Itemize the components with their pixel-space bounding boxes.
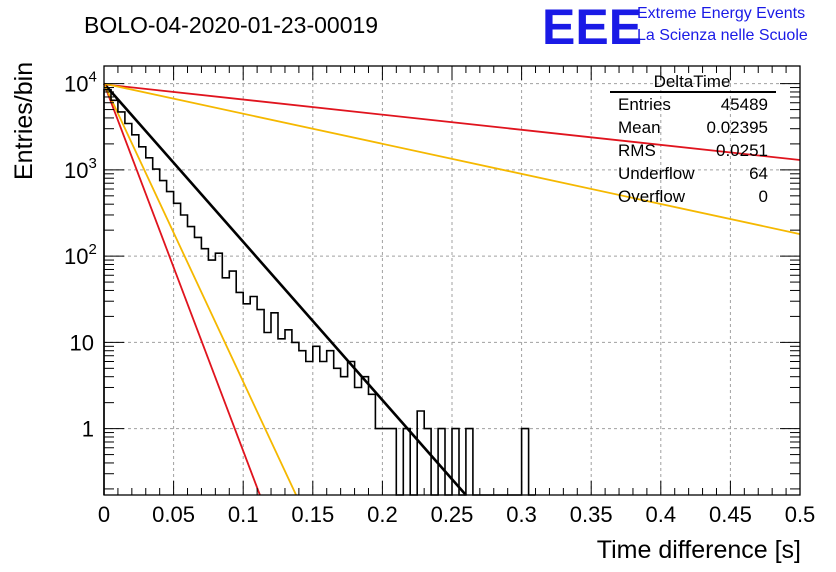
x-tick-labels: 0 0.05 0.1 0.15 0.2 0.25 0.3 0.35 0.4 0.45 0.5 xyxy=(98,502,815,527)
fit-curve-0 xyxy=(103,82,467,496)
x-tick-label: 0.1 xyxy=(228,502,259,527)
stats-value-mean: 0.02395 xyxy=(707,118,768,137)
x-tick-label: 0.4 xyxy=(646,502,677,527)
axis-ticks xyxy=(103,66,801,495)
y-axis-title: Entries/bin xyxy=(10,62,38,180)
orange-curve-4 xyxy=(103,82,801,235)
x-tick-label: 0.05 xyxy=(152,502,195,527)
y-tick-label: 102 xyxy=(64,241,97,269)
orange-curve-2 xyxy=(103,83,297,496)
stats-box: DeltaTime Entries 45489 Mean 0.02395 RMS… xyxy=(610,72,776,206)
plot-curves xyxy=(103,82,801,496)
chart-title: BOLO-04-2020-01-23-00019 xyxy=(84,12,378,38)
stats-label-rms: RMS xyxy=(618,141,656,160)
stats-label-underflow: Underflow xyxy=(618,164,695,183)
stats-label-overflow: Overflow xyxy=(618,187,686,206)
histogram xyxy=(103,88,536,496)
stats-label-mean: Mean xyxy=(618,118,661,137)
logo-line2: La Scienza nelle Scuole xyxy=(637,27,808,44)
x-tick-label: 0 xyxy=(98,502,110,527)
x-tick-label: 0.35 xyxy=(570,502,613,527)
stats-value-entries: 45489 xyxy=(721,95,768,114)
stats-label-entries: Entries xyxy=(618,95,671,114)
stats-value-rms: 0.0251 xyxy=(716,141,768,160)
x-tick-label: 0.25 xyxy=(431,502,474,527)
x-tick-label: 0.15 xyxy=(291,502,334,527)
stats-value-underflow: 64 xyxy=(749,164,768,183)
red-curve-1 xyxy=(103,83,261,496)
y-tick-label: 1 xyxy=(82,417,94,442)
y-tick-label: 10 xyxy=(70,330,94,355)
eee-logo: EEE Extreme Energy Events La Scienza nel… xyxy=(542,0,808,55)
red-curve-3 xyxy=(103,83,801,161)
logo-line1: Extreme Energy Events xyxy=(637,5,805,22)
x-tick-label: 0.2 xyxy=(367,502,398,527)
stats-box-name: DeltaTime xyxy=(654,72,731,91)
x-tick-label: 0.5 xyxy=(785,502,816,527)
y-tick-label: 104 xyxy=(64,69,97,97)
histogram-outline xyxy=(103,88,536,496)
y-tick-label: 103 xyxy=(64,155,97,183)
stats-value-overflow: 0 xyxy=(759,187,768,206)
x-axis-title: Time difference [s] xyxy=(597,536,801,564)
logo-letters: EEE xyxy=(542,0,642,55)
x-tick-label: 0.3 xyxy=(506,502,537,527)
x-tick-label: 0.45 xyxy=(709,502,752,527)
